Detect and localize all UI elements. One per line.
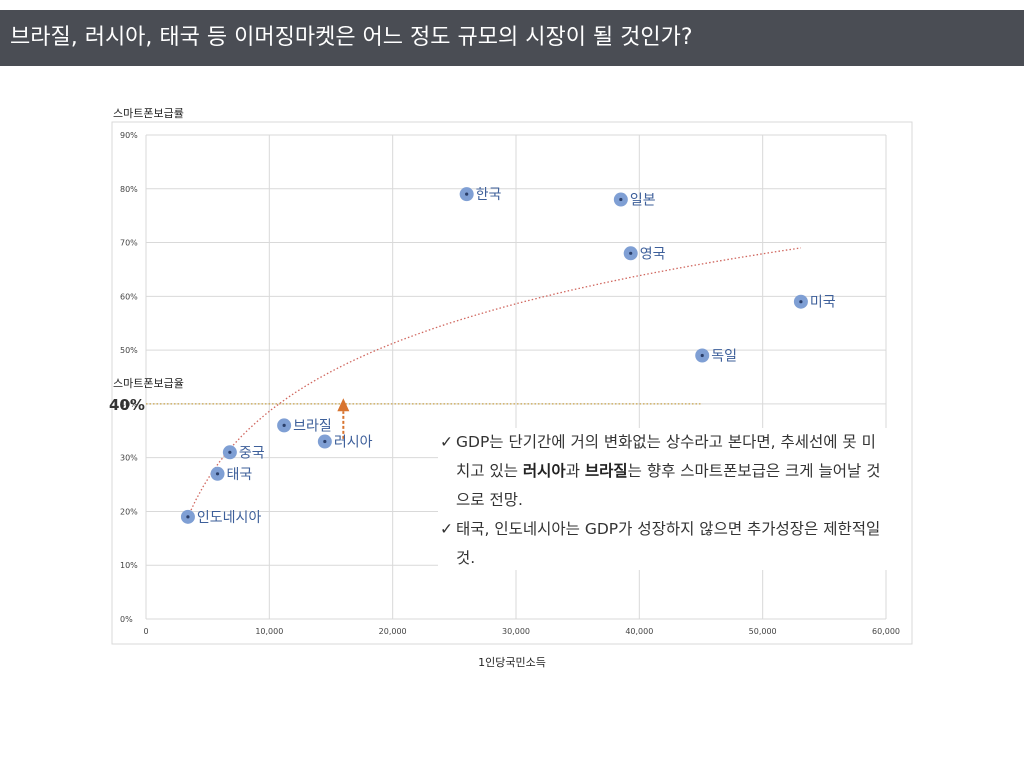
y-tick-label: 10% — [120, 561, 138, 570]
x-tick-label: 50,000 — [749, 627, 777, 636]
tick-labels: 0 10,000 20,000 30,000 40,000 50,000 60,000 0% 1… — [120, 131, 900, 636]
data-point-center — [619, 197, 623, 202]
check-icon: ✓ — [440, 433, 453, 451]
arrow-head — [337, 398, 350, 412]
trendline-group — [187, 247, 802, 518]
grid-lines — [145, 134, 887, 620]
note-emphasis: 브라질 — [584, 462, 628, 480]
data-point-label: 중국 — [239, 445, 265, 461]
data-point-center — [465, 192, 469, 196]
note-text: GDP는 단기간에 거의 변화없는 상수라고 본다면, 추세선에 못 미치고 있… — [456, 433, 876, 480]
x-tick-label: 10,000 — [255, 627, 283, 636]
x-tick-label: 60,000 — [872, 627, 900, 636]
data-point-center — [228, 450, 232, 454]
y-tick-label: 60% — [120, 292, 138, 301]
y-tick-label: 80% — [120, 185, 138, 194]
note-text: 과 — [565, 462, 585, 480]
data-point-center — [799, 300, 803, 304]
y-tick-label: 30% — [120, 454, 138, 463]
data-point-label: 일본 — [630, 193, 656, 209]
reference-line-label: 스마트폰보급율 — [113, 377, 184, 390]
note-emphasis: 러시아 — [522, 462, 566, 480]
x-tick-label: 0 — [143, 627, 148, 636]
y-tick-label: 70% — [120, 239, 138, 248]
note-2: ✓ 태국, 인도네시아는 GDP가 성장하지 않으면 추가성장은 제한적일 것. — [438, 515, 888, 573]
data-point-label: 태국 — [227, 467, 253, 483]
note-1: ✓ GDP는 단기간에 거의 변화없는 상수라고 본다면, 추세선에 못 미치고 … — [438, 428, 888, 515]
y-tick-label: 0% — [120, 615, 133, 624]
y-axis-label: 스마트폰보급률 — [113, 107, 184, 120]
data-point-label: 미국 — [810, 295, 836, 311]
data-point-label: 브라질 — [293, 418, 332, 434]
data-point-center — [323, 439, 327, 444]
note-text: 는 향후 스마트폰보급은 크게 늘어날 것으로 전망. — [456, 462, 881, 509]
data-point-label: 러시아 — [334, 435, 373, 451]
data-point-center — [215, 472, 220, 476]
data-point-label: 한국 — [476, 187, 502, 203]
reference-value-label: 40% — [109, 396, 145, 414]
data-point-center — [186, 515, 190, 519]
x-tick-label: 20,000 — [379, 627, 407, 636]
x-tick-label: 30,000 — [502, 627, 530, 636]
slide-title: 브라질, 러시아, 태국 등 이머징마켓은 어느 정도 규모의 시장이 될 것인… — [0, 10, 1024, 66]
reference-line-group: 스마트폰보급율 40% — [109, 377, 701, 414]
annotation-box: ✓ GDP는 단기간에 거의 변화없는 상수라고 본다면, 추세선에 못 미치고 … — [438, 428, 888, 570]
y-tick-label: 50% — [120, 346, 138, 355]
data-point-label: 독일 — [711, 348, 737, 364]
y-tick-label: 20% — [120, 507, 138, 516]
x-axis-label: 1인당국민소득 — [478, 656, 546, 669]
data-point-center — [282, 423, 286, 427]
data-point-center — [700, 353, 704, 358]
x-tick-label: 40,000 — [625, 627, 653, 636]
data-point-label: 영국 — [640, 246, 666, 262]
note-text: 태국, 인도네시아는 GDP가 성장하지 않으면 추가성장은 제한적일 것. — [456, 520, 881, 567]
y-tick-label: 90% — [120, 131, 138, 140]
check-icon: ✓ — [440, 520, 453, 538]
data-point-center — [629, 251, 633, 255]
y-tick-label: 40% — [120, 400, 138, 409]
trendline — [187, 247, 802, 518]
arrow-group — [337, 398, 350, 439]
data-point-label: 인도네시아 — [197, 510, 262, 526]
